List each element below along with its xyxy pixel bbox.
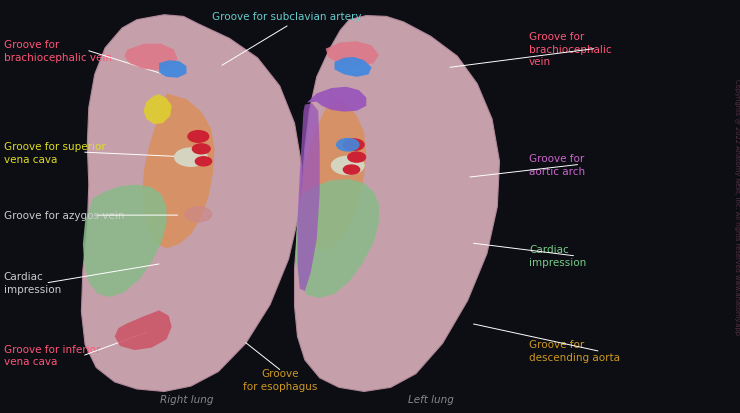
Text: Groove for
brachiocephalic
vein: Groove for brachiocephalic vein — [529, 32, 612, 67]
Text: Cardiac
impression: Cardiac impression — [529, 244, 586, 268]
Text: Groove for azygos vein: Groove for azygos vein — [4, 211, 124, 221]
Polygon shape — [159, 61, 186, 78]
Text: Groove for inferior
vena cava: Groove for inferior vena cava — [4, 344, 100, 367]
Polygon shape — [83, 185, 166, 297]
Polygon shape — [144, 95, 172, 125]
Polygon shape — [296, 180, 379, 298]
Circle shape — [192, 145, 210, 154]
Text: Groove for
brachiocephalic vein: Groove for brachiocephalic vein — [4, 40, 112, 63]
Polygon shape — [115, 311, 172, 350]
Text: Cardiac
impression: Cardiac impression — [4, 271, 61, 294]
Text: Left lung: Left lung — [408, 394, 454, 404]
Circle shape — [337, 139, 359, 152]
Circle shape — [343, 140, 364, 151]
Circle shape — [195, 157, 212, 166]
Text: Groove for superior
vena cava: Groove for superior vena cava — [4, 141, 106, 164]
Circle shape — [185, 207, 212, 222]
Polygon shape — [295, 17, 500, 392]
Circle shape — [348, 153, 366, 163]
Text: Copyrights @ 2022 Anatomy Next, Inc. All rights reserved www.anatomy.app: Copyrights @ 2022 Anatomy Next, Inc. All… — [734, 79, 740, 334]
Polygon shape — [302, 98, 366, 251]
Circle shape — [343, 166, 360, 175]
Polygon shape — [326, 42, 379, 67]
Polygon shape — [81, 16, 302, 392]
Polygon shape — [297, 104, 320, 291]
Text: Groove for
aortic arch: Groove for aortic arch — [529, 154, 585, 177]
Polygon shape — [124, 45, 178, 71]
Circle shape — [332, 157, 364, 175]
Polygon shape — [334, 58, 371, 78]
Text: Groove
for esophagus: Groove for esophagus — [243, 368, 317, 392]
Text: Groove for
descending aorta: Groove for descending aorta — [529, 339, 620, 363]
Polygon shape — [142, 94, 215, 249]
Circle shape — [175, 149, 207, 167]
Polygon shape — [307, 88, 366, 112]
Circle shape — [188, 131, 209, 143]
Text: Right lung: Right lung — [160, 394, 213, 404]
Text: Groove for subclavian artery: Groove for subclavian artery — [212, 12, 362, 21]
